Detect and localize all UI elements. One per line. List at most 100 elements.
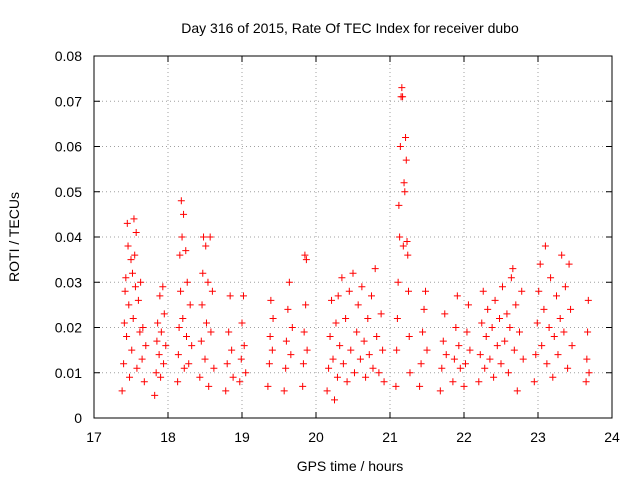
data-point-0-224 bbox=[567, 305, 575, 313]
data-point-0-59 bbox=[201, 355, 209, 363]
data-point-0-11 bbox=[128, 346, 136, 354]
data-point-0-82 bbox=[266, 333, 274, 341]
data-point-0-110 bbox=[338, 274, 346, 282]
data-point-0-0 bbox=[118, 387, 126, 395]
data-point-0-98 bbox=[302, 256, 310, 264]
data-point-0-120 bbox=[356, 355, 364, 363]
data-point-0-28 bbox=[153, 337, 161, 345]
y-tick-label-1: 0.01 bbox=[55, 365, 82, 381]
data-point-0-190 bbox=[498, 283, 506, 291]
data-point-0-5 bbox=[123, 333, 131, 341]
data-point-0-225 bbox=[568, 342, 576, 350]
data-point-0-83 bbox=[267, 296, 275, 304]
data-point-0-50 bbox=[183, 278, 191, 286]
data-point-0-187 bbox=[493, 342, 501, 350]
data-point-0-46 bbox=[180, 210, 188, 218]
data-point-0-115 bbox=[347, 346, 355, 354]
data-point-0-81 bbox=[265, 360, 273, 368]
y-tick-label-7: 0.07 bbox=[55, 93, 82, 109]
data-point-0-158 bbox=[422, 287, 430, 295]
data-point-0-34 bbox=[159, 283, 167, 291]
data-point-0-44 bbox=[178, 233, 186, 241]
data-point-0-21 bbox=[137, 278, 145, 286]
data-point-0-172 bbox=[461, 360, 469, 368]
data-point-0-64 bbox=[206, 233, 214, 241]
data-point-0-38 bbox=[174, 378, 182, 386]
y-tick-label-4: 0.04 bbox=[55, 229, 82, 245]
data-point-0-73 bbox=[229, 373, 237, 381]
data-point-0-139 bbox=[396, 233, 404, 241]
data-point-0-161 bbox=[438, 364, 446, 372]
data-point-0-108 bbox=[334, 292, 342, 300]
data-point-0-143 bbox=[399, 93, 407, 101]
data-point-0-51 bbox=[185, 360, 193, 368]
data-point-0-183 bbox=[486, 355, 494, 363]
data-point-0-57 bbox=[199, 269, 207, 277]
data-point-0-214 bbox=[549, 373, 557, 381]
data-point-0-97 bbox=[302, 301, 310, 309]
axis-ticks: 17 18 19 20 21 22 23 24 0 0.01 0.02 0.03 0.04 0.05 0.0… bbox=[55, 48, 620, 445]
data-point-0-31 bbox=[156, 292, 164, 300]
data-point-0-27 bbox=[152, 369, 160, 377]
x-tick-label-3: 20 bbox=[308, 429, 324, 445]
data-point-0-185 bbox=[490, 373, 498, 381]
data-point-0-32 bbox=[157, 373, 165, 381]
data-point-0-42 bbox=[177, 287, 185, 295]
x-tick-label-6: 23 bbox=[530, 429, 546, 445]
data-point-0-69 bbox=[223, 360, 231, 368]
data-point-0-174 bbox=[464, 301, 472, 309]
data-point-0-180 bbox=[481, 364, 489, 372]
data-point-0-14 bbox=[130, 215, 138, 223]
data-point-0-191 bbox=[501, 337, 509, 345]
data-point-0-149 bbox=[403, 238, 411, 246]
data-point-0-41 bbox=[176, 251, 184, 259]
data-point-0-17 bbox=[132, 228, 140, 236]
data-point-0-121 bbox=[358, 283, 366, 291]
data-point-0-117 bbox=[350, 369, 358, 377]
data-point-0-155 bbox=[417, 360, 425, 368]
data-point-0-195 bbox=[507, 274, 515, 282]
data-point-0-186 bbox=[491, 296, 499, 304]
data-point-0-26 bbox=[151, 391, 159, 399]
data-point-0-184 bbox=[488, 324, 496, 331]
data-point-0-71 bbox=[226, 292, 234, 300]
data-point-0-47 bbox=[180, 364, 188, 372]
data-point-0-102 bbox=[326, 333, 334, 341]
data-point-0-167 bbox=[452, 324, 460, 331]
data-point-0-144 bbox=[399, 242, 407, 250]
x-tick-label-1: 18 bbox=[160, 429, 176, 445]
data-point-0-219 bbox=[558, 251, 566, 259]
data-point-0-9 bbox=[126, 373, 134, 381]
data-point-0-10 bbox=[127, 256, 135, 264]
data-point-0-40 bbox=[175, 324, 183, 331]
data-point-0-95 bbox=[300, 328, 308, 336]
data-point-0-192 bbox=[503, 310, 511, 318]
data-point-0-201 bbox=[518, 287, 526, 295]
data-point-0-229 bbox=[584, 296, 592, 304]
data-point-0-197 bbox=[510, 346, 518, 354]
data-point-0-165 bbox=[449, 378, 457, 386]
data-point-0-33 bbox=[157, 328, 165, 336]
data-point-0-77 bbox=[239, 292, 247, 300]
data-point-0-80 bbox=[264, 382, 272, 390]
data-point-0-189 bbox=[497, 360, 505, 368]
data-point-0-145 bbox=[400, 179, 408, 187]
data-point-0-16 bbox=[131, 283, 139, 291]
data-point-0-128 bbox=[371, 265, 379, 273]
data-point-0-111 bbox=[339, 360, 347, 368]
data-point-0-147 bbox=[402, 133, 410, 141]
data-point-0-146 bbox=[401, 188, 409, 196]
grid-lines bbox=[94, 56, 612, 418]
data-point-0-163 bbox=[441, 310, 449, 318]
data-point-0-132 bbox=[379, 346, 387, 354]
data-point-0-93 bbox=[299, 382, 307, 390]
data-point-0-6 bbox=[123, 219, 131, 227]
data-point-0-217 bbox=[554, 351, 562, 359]
data-point-0-105 bbox=[331, 396, 338, 404]
data-point-0-112 bbox=[342, 314, 350, 322]
data-point-0-209 bbox=[540, 305, 548, 313]
y-axis-label: ROTI / TECUs bbox=[6, 192, 22, 282]
data-point-0-87 bbox=[282, 364, 290, 372]
data-point-0-56 bbox=[198, 301, 206, 309]
data-point-0-78 bbox=[240, 342, 248, 350]
